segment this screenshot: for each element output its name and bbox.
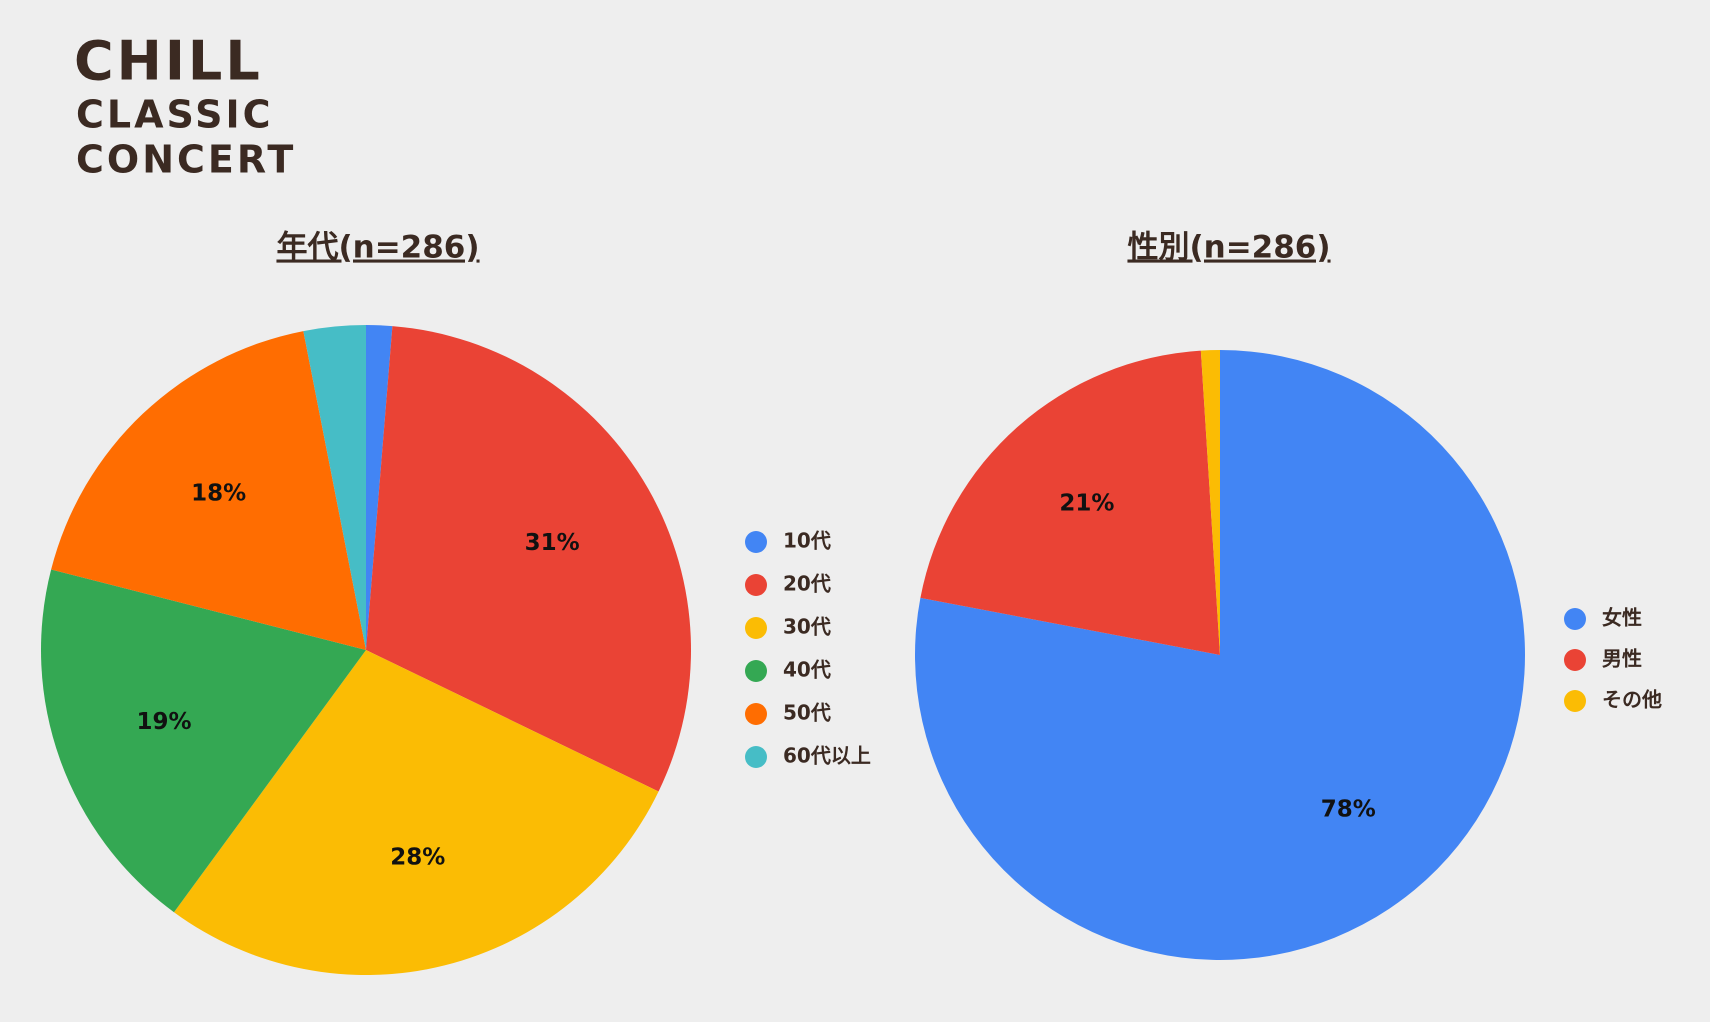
legend-swatch: [745, 574, 767, 596]
data-label: 21%: [1059, 491, 1114, 517]
legend-swatch: [745, 617, 767, 639]
pie-slice: [366, 325, 393, 650]
data-label: 18%: [191, 481, 246, 507]
legend-label: 男性: [1602, 647, 1642, 671]
pie-slice: [40, 569, 367, 913]
legend-swatch: [1564, 608, 1586, 630]
legend-swatch: [1564, 690, 1586, 712]
pie-slice: [920, 350, 1220, 655]
legend-swatch: [745, 660, 767, 682]
data-label: 19%: [137, 709, 192, 735]
data-label: 28%: [390, 845, 445, 871]
logo-line: CONCERT: [76, 138, 296, 182]
pie-slice: [303, 325, 366, 650]
data-label: 31%: [525, 530, 580, 556]
legend-swatch: [1564, 649, 1586, 671]
legend-swatch: [745, 703, 767, 725]
legend-label: 60代以上: [783, 744, 871, 768]
legend-label: 女性: [1602, 606, 1642, 630]
legend-label: その他: [1602, 688, 1662, 712]
pie-slice: [51, 331, 366, 650]
logo-line: CLASSIC: [76, 93, 274, 137]
legend-label: 50代: [783, 701, 831, 725]
legend-label: 10代: [783, 529, 831, 553]
legend-label: 30代: [783, 615, 831, 639]
legend-label: 40代: [783, 658, 831, 682]
legend-label: 20代: [783, 572, 831, 596]
pie-slice: [173, 650, 659, 975]
logo-line: CHILL: [74, 30, 263, 93]
pie-slice: [1200, 350, 1220, 655]
chart-title: 性別(n=286): [1127, 230, 1330, 266]
legend-swatch: [745, 746, 767, 768]
chart-title: 年代(n=286): [276, 230, 479, 266]
data-label: 78%: [1321, 797, 1376, 823]
legend-swatch: [745, 531, 767, 553]
pie-slice: [366, 326, 691, 792]
